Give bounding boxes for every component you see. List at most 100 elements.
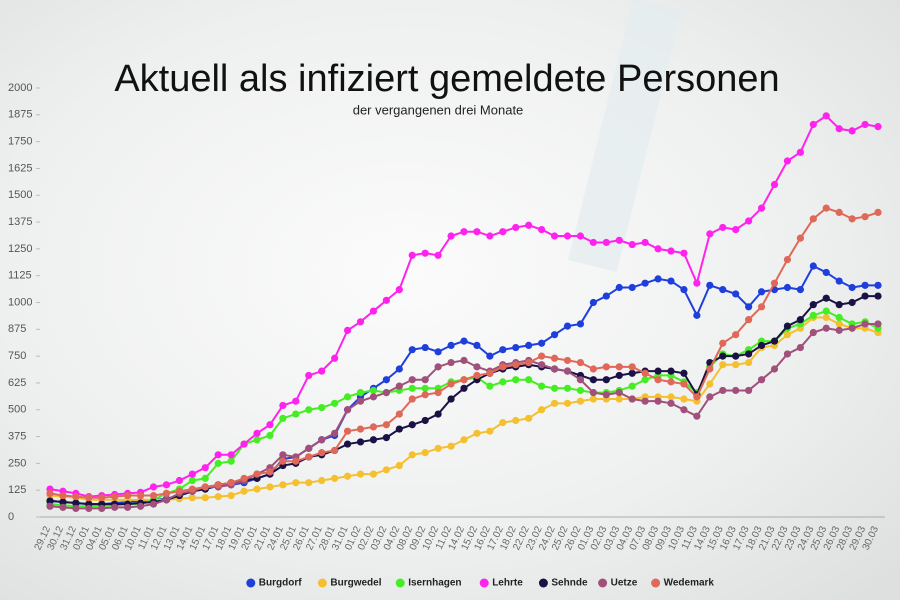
data-point xyxy=(149,500,158,508)
data-point xyxy=(253,470,261,478)
data-point xyxy=(382,296,390,304)
data-point xyxy=(59,498,67,506)
data-point xyxy=(331,399,339,407)
data-point xyxy=(292,457,300,465)
data-point xyxy=(72,493,80,501)
data-point xyxy=(848,215,856,223)
data-point xyxy=(421,391,429,399)
data-point xyxy=(641,279,649,287)
data-point xyxy=(253,429,261,437)
data-point xyxy=(680,369,688,377)
data-point xyxy=(667,378,675,386)
legend-marker xyxy=(395,578,405,588)
data-point xyxy=(72,499,80,507)
data-point xyxy=(783,322,792,330)
data-point xyxy=(602,238,610,247)
legend-label: Lehrte xyxy=(492,578,523,589)
data-point xyxy=(421,449,429,457)
data-point xyxy=(822,307,830,315)
data-point xyxy=(641,397,649,405)
data-point xyxy=(732,290,740,298)
data-point xyxy=(136,491,145,500)
data-point xyxy=(512,376,520,384)
data-point xyxy=(602,363,610,371)
data-point xyxy=(369,393,378,401)
data-point xyxy=(382,388,390,397)
data-point xyxy=(745,303,753,311)
data-point xyxy=(628,363,636,371)
data-point xyxy=(589,298,597,307)
y-tick-label: 2000 xyxy=(8,82,32,94)
data-point xyxy=(85,494,93,502)
data-point xyxy=(356,425,365,433)
data-point xyxy=(628,395,636,403)
data-point xyxy=(356,397,365,405)
data-point xyxy=(550,365,559,373)
data-point xyxy=(732,361,740,369)
y-tick-label: 1375 xyxy=(8,216,32,228)
data-point xyxy=(460,337,468,345)
y-tick-label: 750 xyxy=(8,350,26,362)
data-point xyxy=(499,419,507,427)
data-point xyxy=(628,382,636,390)
data-point xyxy=(848,298,856,307)
data-point xyxy=(525,358,533,367)
data-point xyxy=(486,369,494,377)
data-point xyxy=(460,436,468,444)
legend-label: Burgwedel xyxy=(330,578,381,589)
data-point xyxy=(757,376,766,384)
data-point xyxy=(602,391,610,399)
data-point xyxy=(305,371,313,380)
data-point xyxy=(46,489,54,498)
data-point xyxy=(770,337,779,345)
legend-label: Uetze xyxy=(611,578,638,589)
data-point xyxy=(292,410,300,418)
data-point xyxy=(279,451,287,459)
y-tick-label: 125 xyxy=(8,484,26,496)
data-point xyxy=(576,358,585,367)
data-point xyxy=(162,481,171,489)
data-point xyxy=(628,369,636,377)
data-point xyxy=(822,294,830,302)
data-point xyxy=(175,487,183,495)
data-point xyxy=(680,380,688,388)
y-tick-label: 875 xyxy=(8,323,26,335)
data-point xyxy=(538,225,546,234)
data-point xyxy=(550,331,559,339)
legend-label: Isernhagen xyxy=(408,578,461,589)
data-point xyxy=(732,386,740,395)
data-point xyxy=(809,328,817,337)
data-point xyxy=(680,286,688,294)
data-point xyxy=(395,286,403,294)
data-point xyxy=(447,358,455,367)
data-point xyxy=(809,301,817,309)
data-point xyxy=(382,434,390,442)
data-point xyxy=(214,481,222,489)
data-point xyxy=(706,230,714,238)
data-point xyxy=(421,376,429,384)
data-point xyxy=(305,453,313,461)
data-point xyxy=(861,292,869,300)
data-point xyxy=(305,479,313,487)
data-point xyxy=(85,504,93,513)
data-point xyxy=(615,283,623,292)
data-point xyxy=(201,483,209,491)
data-point xyxy=(667,393,675,401)
data-point xyxy=(318,404,326,412)
data-point xyxy=(343,427,352,435)
data-point xyxy=(848,283,856,292)
data-point xyxy=(512,361,520,369)
data-point xyxy=(861,320,869,328)
data-point xyxy=(745,386,753,395)
data-point xyxy=(382,466,390,474)
data-point xyxy=(356,438,365,446)
data-point xyxy=(266,483,274,491)
data-point xyxy=(654,275,662,283)
data-point xyxy=(369,386,378,395)
data-point xyxy=(576,397,585,405)
data-point xyxy=(770,365,779,373)
data-point xyxy=(124,503,132,511)
data-point xyxy=(706,365,714,373)
data-point xyxy=(214,451,222,459)
